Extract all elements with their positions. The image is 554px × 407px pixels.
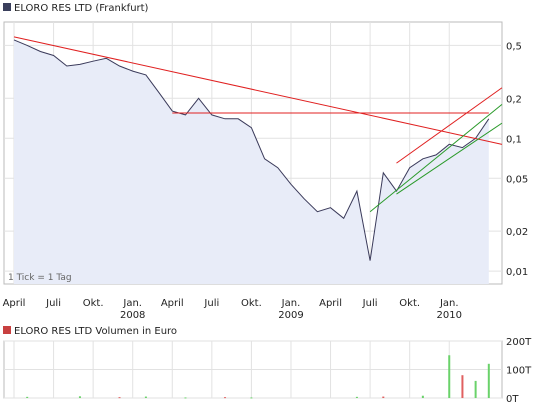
volume-bar: [184, 397, 187, 399]
price-plot-area: 1 Tick = 1 Tag: [3, 21, 503, 285]
volume-y-axis: 200T 100T 0T: [506, 337, 532, 405]
volume-bar: [461, 375, 464, 398]
trendlines: [13, 36, 503, 213]
x-tick-label: Okt.: [83, 298, 104, 309]
volume-bar: [250, 397, 253, 399]
volume-bar: [355, 396, 358, 398]
x-tick-label: April: [319, 298, 342, 309]
volume-bar: [224, 397, 227, 399]
volume-bars: [26, 355, 490, 399]
volume-title-swatch: [3, 326, 11, 334]
x-tick-label: Juli: [45, 298, 61, 309]
x-tick-label: Juli: [203, 298, 219, 309]
volume-bar: [118, 397, 121, 399]
x-tick-label: April: [3, 298, 26, 309]
volume-bar: [448, 355, 451, 398]
y-tick-label: 0,02: [506, 227, 528, 238]
volume-y-tick-label: 0T: [506, 394, 519, 405]
y-tick-label: 0,2: [506, 94, 522, 105]
x-year-label: 2008: [120, 310, 145, 321]
x-year-label: 2009: [278, 310, 303, 321]
y-tick-label: 0,1: [506, 134, 522, 145]
x-year-label: 2010: [437, 310, 462, 321]
x-tick-label: April: [161, 298, 184, 309]
volume-bar: [487, 363, 490, 398]
x-tick-label: Jan.: [122, 298, 142, 309]
trendline: [396, 87, 503, 164]
volume-bar: [421, 395, 424, 398]
volume-bar: [78, 396, 81, 398]
volume-plot-area: [3, 340, 503, 399]
y-tick-label: 0,5: [506, 41, 522, 52]
x-tick-label: Jan.: [281, 298, 301, 309]
volume-title: ELORO RES LTD Volumen in Euro: [14, 326, 177, 337]
x-tick-label: Juli: [362, 298, 378, 309]
x-tick-label: Okt.: [399, 298, 420, 309]
volume-bar: [26, 396, 29, 398]
trendline: [369, 103, 503, 213]
volume-bar: [144, 396, 147, 398]
price-area-fill: [14, 39, 489, 285]
y-tick-label: 0,01: [506, 267, 528, 278]
trendline: [396, 122, 503, 195]
y-tick-label: 0,05: [506, 174, 528, 185]
title-swatch: [3, 3, 11, 11]
chart-title: ELORO RES LTD (Frankfurt): [14, 3, 149, 14]
volume-bar: [382, 396, 385, 398]
trendline: [13, 36, 503, 145]
x-tick-label: Jan.: [439, 298, 459, 309]
volume-gridlines: [4, 340, 502, 399]
price-y-axis: 0,5 0,2 0,1 0,05 0,02 0,01: [506, 41, 528, 278]
volume-y-tick-label: 200T: [506, 337, 532, 348]
time-x-axis: April Juli Okt. Jan. April Juli Okt. Jan. April J…: [3, 298, 462, 321]
volume-y-tick-label: 100T: [506, 366, 532, 377]
price-series-line: [13, 39, 490, 261]
volume-bar: [474, 380, 477, 398]
x-tick-label: Okt.: [241, 298, 262, 309]
tick-annotation: 1 Tick = 1 Tag: [8, 273, 72, 283]
